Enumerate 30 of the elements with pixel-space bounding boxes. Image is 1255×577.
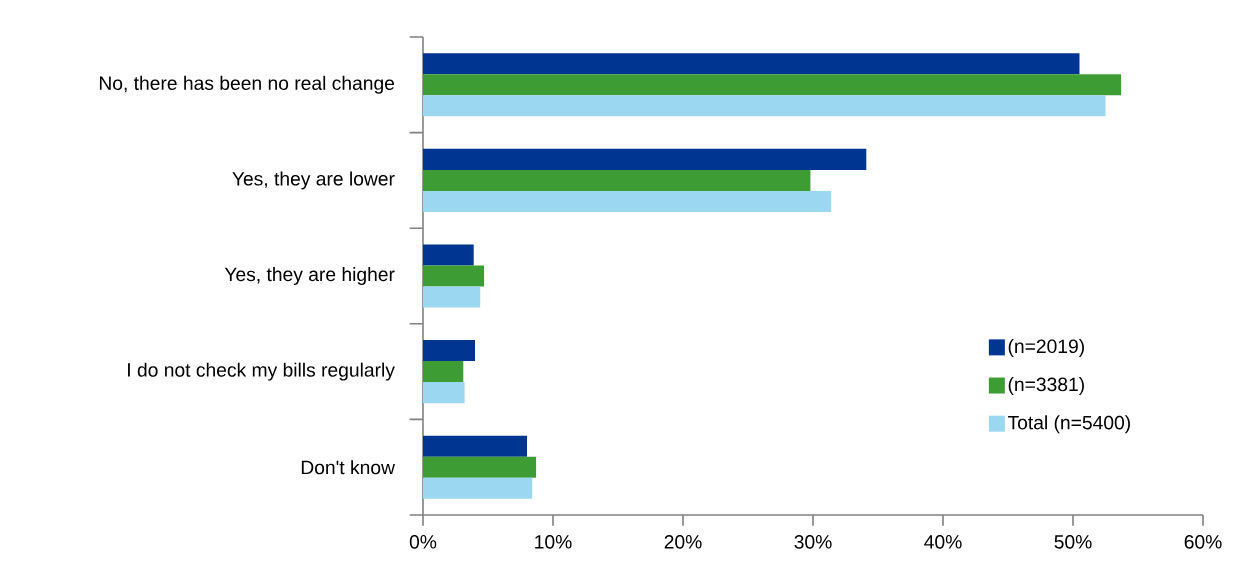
bar <box>423 169 811 191</box>
bar <box>423 53 1080 75</box>
x-tick-label: 20% <box>664 535 702 549</box>
bar <box>423 361 464 383</box>
legend-label: (n=2019) <box>1008 338 1084 357</box>
x-tick-label: 0% <box>409 535 437 549</box>
bar <box>423 286 481 308</box>
y-tick-label: I do not check my bills regularly <box>128 362 395 381</box>
bar <box>423 340 475 362</box>
bar <box>423 148 867 170</box>
bar <box>423 95 1106 117</box>
y-tick-label: No, there has been no real change <box>99 75 395 94</box>
legend-label: (n=3381) <box>1008 377 1084 396</box>
bar <box>423 382 465 404</box>
bar <box>423 435 527 457</box>
bar <box>423 477 533 499</box>
bar <box>423 456 537 478</box>
x-tick-label: 30% <box>794 535 832 549</box>
x-tick-label: 40% <box>924 535 962 549</box>
bar <box>423 74 1122 96</box>
x-tick-label: 10% <box>535 535 572 549</box>
x-tick-label: 50% <box>1054 535 1092 549</box>
bar <box>423 265 485 287</box>
y-tick-label: Yes, they are lower <box>232 171 395 190</box>
y-tick-label: Don't know <box>301 460 395 475</box>
x-tick-label: 60% <box>1184 535 1222 549</box>
legend-label: Total (n=5400) <box>1007 415 1130 434</box>
bar <box>423 244 474 266</box>
bar <box>423 190 832 212</box>
y-tick-label: Yes, they are higher <box>224 267 395 285</box>
